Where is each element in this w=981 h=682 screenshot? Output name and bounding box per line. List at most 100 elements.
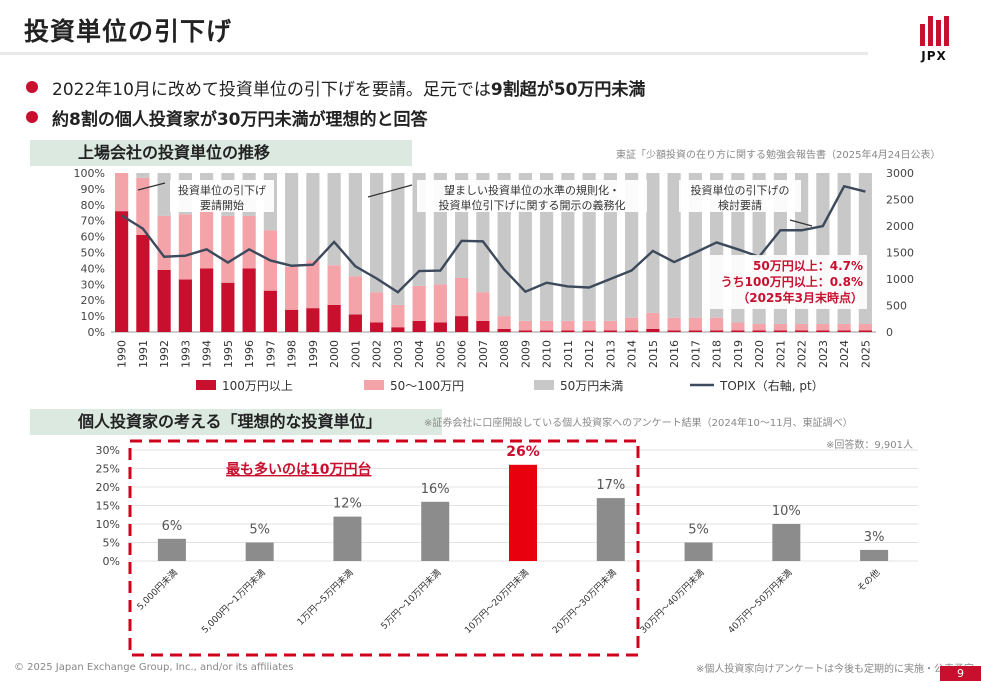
y-tick-label: 70%: [81, 215, 105, 228]
x-tick-label: 2022: [796, 340, 809, 368]
stacked-bar-segment: [306, 308, 320, 332]
y-tick-label: 20%: [81, 294, 105, 307]
stacked-bar-segment: [710, 317, 724, 331]
stacked-bar-segment: [858, 324, 872, 331]
stacked-bar-segment: [242, 215, 256, 269]
stacked-bar-segment: [773, 324, 787, 331]
stacked-bar-segment: [795, 330, 809, 332]
annotation-review-request: 検討要請: [718, 198, 762, 212]
stacked-bar-segment: [306, 173, 320, 261]
bullet-dot-icon: [26, 81, 38, 93]
bar-value-label: 10%: [772, 504, 801, 519]
stacked-bar-segment: [667, 330, 681, 332]
stacked-bar-segment: [561, 330, 575, 332]
bar-value-label: 5%: [688, 523, 709, 538]
stacked-bar-segment: [327, 265, 341, 305]
x-tick-label: 1998: [286, 340, 299, 368]
callout-bg: [707, 255, 867, 309]
stacked-bar-segment: [858, 330, 872, 332]
stacked-bar-segment: [582, 330, 596, 332]
y2-tick-label: 0: [886, 326, 893, 339]
stacked-bar-segment: [816, 324, 830, 331]
ideal-unit-bar: [509, 464, 537, 561]
y-tick-label: 5%: [103, 537, 120, 550]
callout-over-1m: うち100万円以上：0.8%: [721, 274, 863, 289]
stacked-bar-segment: [136, 173, 150, 178]
stacked-bar-segment: [816, 330, 830, 332]
legend-swatch: [364, 380, 384, 390]
section2-source: ※証券会社に口座開設している個人投資家へのアンケート結果（2024年10～11月…: [424, 418, 853, 429]
stacked-bar-segment: [412, 285, 426, 321]
annotation-request-start-bg: [170, 180, 274, 212]
stacked-bar-segment: [412, 320, 426, 332]
y-tick-label: 90%: [81, 183, 105, 196]
page-title: 投資単位の引下げ: [24, 17, 233, 46]
ideal-unit-bar: [860, 549, 889, 561]
bullet-strong: 9割超が50万円未満: [490, 79, 646, 100]
x-tick-label: 10万円～20万円未満: [462, 567, 531, 636]
y-tick-label: 15%: [96, 500, 120, 513]
bullet-item: 約8割の個人投資家が30万円未満が理想的と回答: [26, 102, 645, 132]
legend-label: 50万円未満: [560, 379, 623, 393]
stacked-bar-segment: [646, 173, 660, 313]
stacked-bar-segment: [476, 320, 490, 332]
stacked-bar-segment: [561, 320, 575, 331]
x-tick-label: 40万円～50万円未満: [725, 567, 794, 636]
stacked-bar-segment: [667, 317, 681, 331]
stacked-bar-segment: [625, 317, 639, 331]
x-tick-label: 1997: [264, 340, 277, 368]
x-tick-label: 1990: [116, 340, 129, 368]
x-tick-label: 2010: [541, 340, 554, 368]
stacked-bar-segment: [773, 330, 787, 332]
stacked-bar-segment: [688, 330, 702, 332]
stacked-bar-segment: [518, 330, 532, 332]
legend-swatch: [196, 380, 216, 390]
section1-header: 上場会社の投資単位の推移: [30, 140, 412, 166]
x-tick-label: 2013: [604, 340, 617, 368]
stacked-bar-segment: [837, 324, 851, 331]
bullet-strong: 約8割の個人投資家が30万円未満が理想的と回答: [52, 109, 428, 130]
bar-value-label: 6%: [162, 519, 183, 534]
y2-tick-label: 1500: [886, 247, 914, 260]
x-tick-label: 2000: [328, 340, 341, 368]
stacked-bar-segment: [242, 268, 256, 332]
x-tick-label: 2007: [477, 340, 490, 368]
y-tick-label: 30%: [81, 278, 105, 291]
annotation-review-request-bg: [679, 180, 801, 212]
stacked-bar-segment: [667, 173, 681, 318]
y2-tick-label: 1000: [886, 273, 914, 286]
y-tick-label: 10%: [81, 310, 105, 323]
stacked-bar-segment: [178, 279, 192, 332]
stacked-bar-segment: [285, 173, 299, 267]
ideal-unit-bar: [684, 542, 713, 561]
x-tick-label: 20万円～30万円未満: [550, 567, 619, 636]
y-tick-label: 80%: [81, 199, 105, 212]
x-tick-label: 2024: [838, 340, 851, 368]
stacked-bar-segment: [157, 269, 171, 332]
footer-note: ※個人投資家向けアンケートは今後も定期的に実施・公表予定: [696, 664, 974, 675]
stacked-bar-segment: [752, 330, 766, 332]
stacked-bar-segment: [603, 330, 617, 332]
x-tick-label: 2016: [668, 340, 681, 368]
respondent-count: ※回答数：9,901人: [826, 440, 914, 451]
stacked-bar-segment: [497, 328, 511, 332]
stacked-bar-segment: [391, 304, 405, 328]
bar-value-label: 3%: [864, 530, 885, 545]
stacked-bar-segment: [455, 277, 469, 317]
stacked-bar-segment: [115, 173, 129, 212]
stacked-bar-segment: [646, 328, 660, 332]
stacked-bar-segment: [582, 320, 596, 331]
stacked-bar-segment: [433, 284, 447, 323]
annotation-leader: [367, 184, 413, 198]
stacked-bar-segment: [348, 314, 362, 332]
stacked-bar-segment: [348, 173, 362, 277]
annotation-rule-disclosure: 望ましい投資単位の水準の規則化・: [444, 183, 620, 197]
callout-as-of: （2025年3月末時点）: [737, 290, 863, 305]
y-tick-label: 40%: [81, 262, 105, 275]
ideal-unit-bar: [421, 501, 450, 561]
x-tick-label: 1996: [243, 340, 256, 368]
stacked-bar-segment: [646, 312, 660, 329]
legend-label: TOPIX（右軸, pt）: [719, 378, 824, 393]
x-tick-label: 2020: [753, 340, 766, 368]
x-tick-label: 2012: [583, 340, 596, 368]
